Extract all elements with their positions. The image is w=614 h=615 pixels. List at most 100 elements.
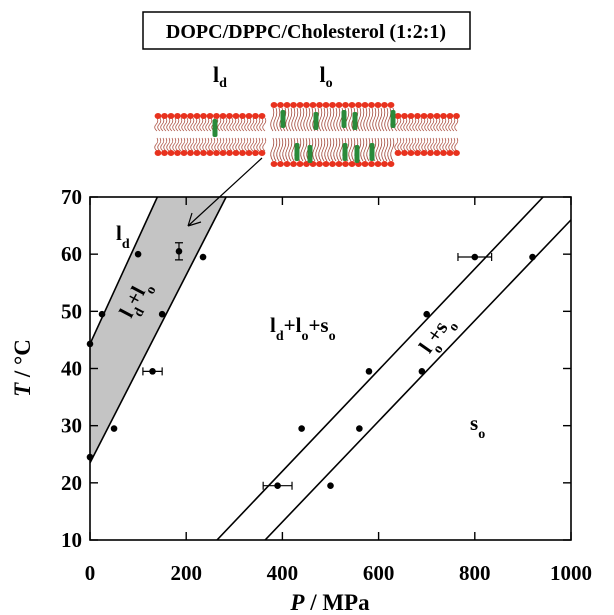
lipid-tail bbox=[400, 137, 405, 152]
lipid-tail bbox=[154, 117, 159, 132]
lipid-tail bbox=[285, 107, 290, 132]
lipid-tail bbox=[196, 137, 201, 152]
lipid-tail bbox=[229, 117, 234, 132]
lipid-tail bbox=[163, 117, 168, 132]
lipid-tail bbox=[345, 107, 350, 132]
lipid-tail bbox=[226, 137, 231, 152]
lipid-tail bbox=[348, 107, 353, 132]
lipid-tail bbox=[333, 137, 338, 162]
data-point bbox=[471, 253, 479, 261]
lipid-tail bbox=[430, 117, 435, 132]
lipid-tail bbox=[412, 117, 417, 132]
lipid-head bbox=[316, 161, 323, 167]
lipid-tail bbox=[154, 137, 159, 152]
cholesterol bbox=[307, 145, 313, 163]
label-sub: o bbox=[329, 329, 336, 344]
lipid-tail bbox=[375, 137, 380, 162]
lipid-tail bbox=[351, 137, 356, 162]
label-part: / MPa bbox=[304, 590, 370, 615]
arrow bbox=[187, 157, 263, 227]
data-point bbox=[418, 368, 426, 375]
lipid-head bbox=[361, 161, 369, 167]
cholesterol bbox=[342, 143, 348, 161]
y-axis-label: T / °C bbox=[10, 339, 35, 397]
membrane-diagram bbox=[154, 102, 460, 167]
y-tick-label: 50 bbox=[61, 299, 82, 323]
lipid-tail bbox=[309, 107, 314, 132]
lipid-tail bbox=[262, 117, 267, 132]
lipid-tail bbox=[300, 107, 305, 132]
label-text: +s bbox=[308, 313, 328, 337]
lipid-tail bbox=[439, 117, 444, 132]
lipid-tail bbox=[187, 137, 192, 152]
lipid-head bbox=[239, 113, 246, 119]
cholesterol bbox=[313, 112, 319, 130]
x-tick-label: 600 bbox=[363, 561, 395, 585]
lipid-tail bbox=[229, 137, 234, 152]
lipid-tail bbox=[348, 137, 353, 162]
lipid-tail bbox=[360, 137, 365, 162]
lipid-head bbox=[154, 150, 162, 156]
lipid-tail bbox=[238, 137, 243, 152]
x-tick-label: 0 bbox=[85, 561, 96, 585]
data-point bbox=[110, 425, 118, 432]
lipid-head bbox=[342, 102, 349, 108]
lipid-tail bbox=[427, 117, 432, 132]
lipid-tail bbox=[270, 137, 275, 162]
lipid-tail bbox=[394, 137, 399, 152]
data-point bbox=[298, 425, 305, 432]
lipid-tail bbox=[273, 137, 278, 162]
lipid-tail bbox=[288, 137, 293, 162]
lipid-tail bbox=[303, 107, 308, 132]
lipid-head bbox=[245, 150, 253, 156]
data-point bbox=[149, 368, 156, 375]
cholesterol bbox=[354, 145, 360, 163]
lipid-head bbox=[407, 113, 415, 119]
lipid-head bbox=[174, 113, 181, 119]
lipid-tail bbox=[250, 117, 255, 132]
lipid-tail bbox=[439, 137, 444, 152]
lipid-tail bbox=[451, 137, 456, 152]
lipid-head bbox=[161, 150, 168, 156]
cholesterol bbox=[341, 110, 347, 128]
lipid-head bbox=[219, 150, 227, 156]
lipid-tail bbox=[397, 137, 402, 152]
lipid-head bbox=[206, 150, 214, 156]
region-label: ld bbox=[116, 221, 130, 252]
lipid-tail bbox=[312, 137, 317, 162]
lipid-tail bbox=[202, 117, 207, 132]
lipid-head bbox=[453, 113, 460, 119]
x-tick-label: 800 bbox=[459, 561, 491, 585]
lipid-tail bbox=[381, 137, 386, 162]
lipid-tail bbox=[291, 107, 296, 132]
lipid-head bbox=[401, 150, 408, 156]
label-text: l bbox=[213, 62, 219, 87]
lipid-tail bbox=[384, 107, 389, 132]
lipid-head bbox=[374, 102, 382, 108]
lipid-head bbox=[407, 150, 415, 156]
lipid-tail bbox=[363, 137, 368, 162]
lipid-tail bbox=[339, 137, 344, 162]
lipid-head bbox=[213, 150, 220, 156]
lipid-head bbox=[420, 150, 428, 156]
data-point bbox=[356, 425, 363, 432]
x-tick-label: 400 bbox=[267, 561, 299, 585]
lipid-head bbox=[453, 150, 460, 156]
lipid-head bbox=[258, 113, 266, 119]
data-point bbox=[199, 253, 207, 261]
lipid-head bbox=[394, 113, 402, 119]
region-label: lo+so bbox=[414, 311, 462, 361]
lipid-head bbox=[361, 102, 369, 108]
lipid-head bbox=[270, 102, 278, 108]
data-point bbox=[327, 482, 334, 489]
lipid-head bbox=[252, 150, 259, 156]
lipid-head bbox=[401, 113, 408, 119]
lipid-tail bbox=[418, 137, 423, 152]
lipid-tail bbox=[384, 137, 389, 162]
lipid-tail bbox=[366, 107, 371, 132]
lipid-tail bbox=[294, 107, 299, 132]
lipid-tail bbox=[336, 137, 341, 162]
lipid-tail bbox=[276, 137, 281, 162]
lipid-tail bbox=[199, 117, 204, 132]
lipid-head bbox=[316, 102, 323, 108]
